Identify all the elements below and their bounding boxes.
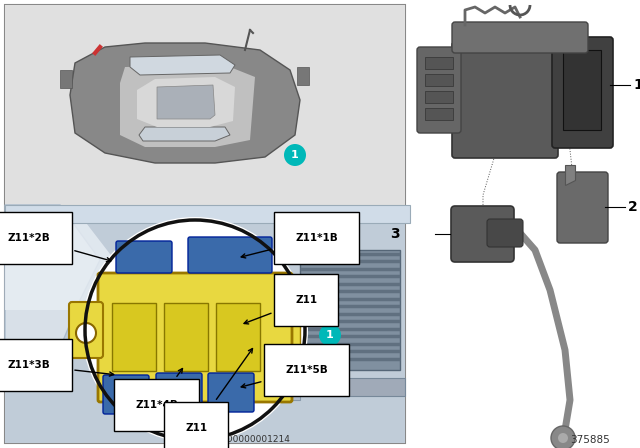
FancyBboxPatch shape — [156, 373, 202, 412]
Bar — [425, 57, 453, 69]
Circle shape — [551, 426, 575, 448]
Bar — [5, 5, 405, 443]
Bar — [300, 250, 400, 370]
Bar — [425, 91, 453, 103]
Circle shape — [558, 433, 568, 443]
FancyBboxPatch shape — [188, 237, 272, 273]
Polygon shape — [139, 127, 230, 141]
Text: Z11: Z11 — [185, 349, 253, 433]
FancyBboxPatch shape — [451, 206, 514, 262]
Bar — [297, 67, 309, 85]
Bar — [563, 50, 601, 130]
FancyBboxPatch shape — [116, 241, 172, 273]
FancyBboxPatch shape — [452, 42, 558, 158]
Circle shape — [82, 217, 308, 443]
Text: EO0000001214: EO0000001214 — [220, 435, 290, 444]
Bar — [112, 303, 156, 371]
Bar — [415, 5, 635, 443]
Bar — [242, 330, 256, 340]
Bar — [216, 303, 260, 371]
Bar — [5, 5, 405, 205]
Bar — [425, 74, 453, 86]
Text: 1: 1 — [326, 330, 334, 340]
FancyBboxPatch shape — [417, 47, 461, 133]
Polygon shape — [137, 77, 235, 127]
FancyBboxPatch shape — [552, 37, 613, 148]
Bar — [425, 108, 453, 120]
Bar — [320, 378, 405, 396]
Polygon shape — [5, 215, 130, 310]
Bar — [60, 70, 72, 88]
Bar — [5, 205, 410, 223]
Polygon shape — [130, 55, 235, 75]
Circle shape — [284, 144, 306, 166]
Circle shape — [319, 324, 341, 346]
Bar — [5, 205, 405, 443]
FancyBboxPatch shape — [487, 219, 523, 247]
Text: 375885: 375885 — [570, 435, 610, 445]
Polygon shape — [5, 205, 100, 348]
FancyBboxPatch shape — [69, 302, 103, 358]
Text: Z11: Z11 — [244, 295, 317, 324]
Text: 2: 2 — [628, 200, 637, 214]
Bar — [240, 305, 300, 345]
FancyBboxPatch shape — [98, 273, 292, 402]
Bar — [262, 330, 276, 340]
FancyBboxPatch shape — [452, 22, 588, 53]
Bar — [120, 310, 300, 400]
Text: Z11*3B: Z11*3B — [8, 360, 114, 376]
Text: Z11*2B: Z11*2B — [8, 233, 111, 262]
Bar — [262, 316, 276, 326]
Text: 1: 1 — [291, 150, 299, 160]
Polygon shape — [70, 43, 300, 163]
Text: 3: 3 — [390, 227, 399, 241]
Text: Z11*4B: Z11*4B — [135, 369, 182, 410]
FancyBboxPatch shape — [208, 373, 254, 412]
FancyBboxPatch shape — [557, 172, 608, 243]
Bar — [164, 303, 208, 371]
Text: Z11*5B: Z11*5B — [241, 365, 328, 388]
Bar — [242, 316, 256, 326]
Polygon shape — [565, 165, 575, 185]
Text: 1: 1 — [633, 78, 640, 92]
FancyBboxPatch shape — [103, 375, 149, 414]
Polygon shape — [120, 65, 255, 147]
Text: Z11*1B: Z11*1B — [241, 233, 338, 258]
Polygon shape — [157, 85, 215, 119]
Circle shape — [76, 323, 96, 343]
